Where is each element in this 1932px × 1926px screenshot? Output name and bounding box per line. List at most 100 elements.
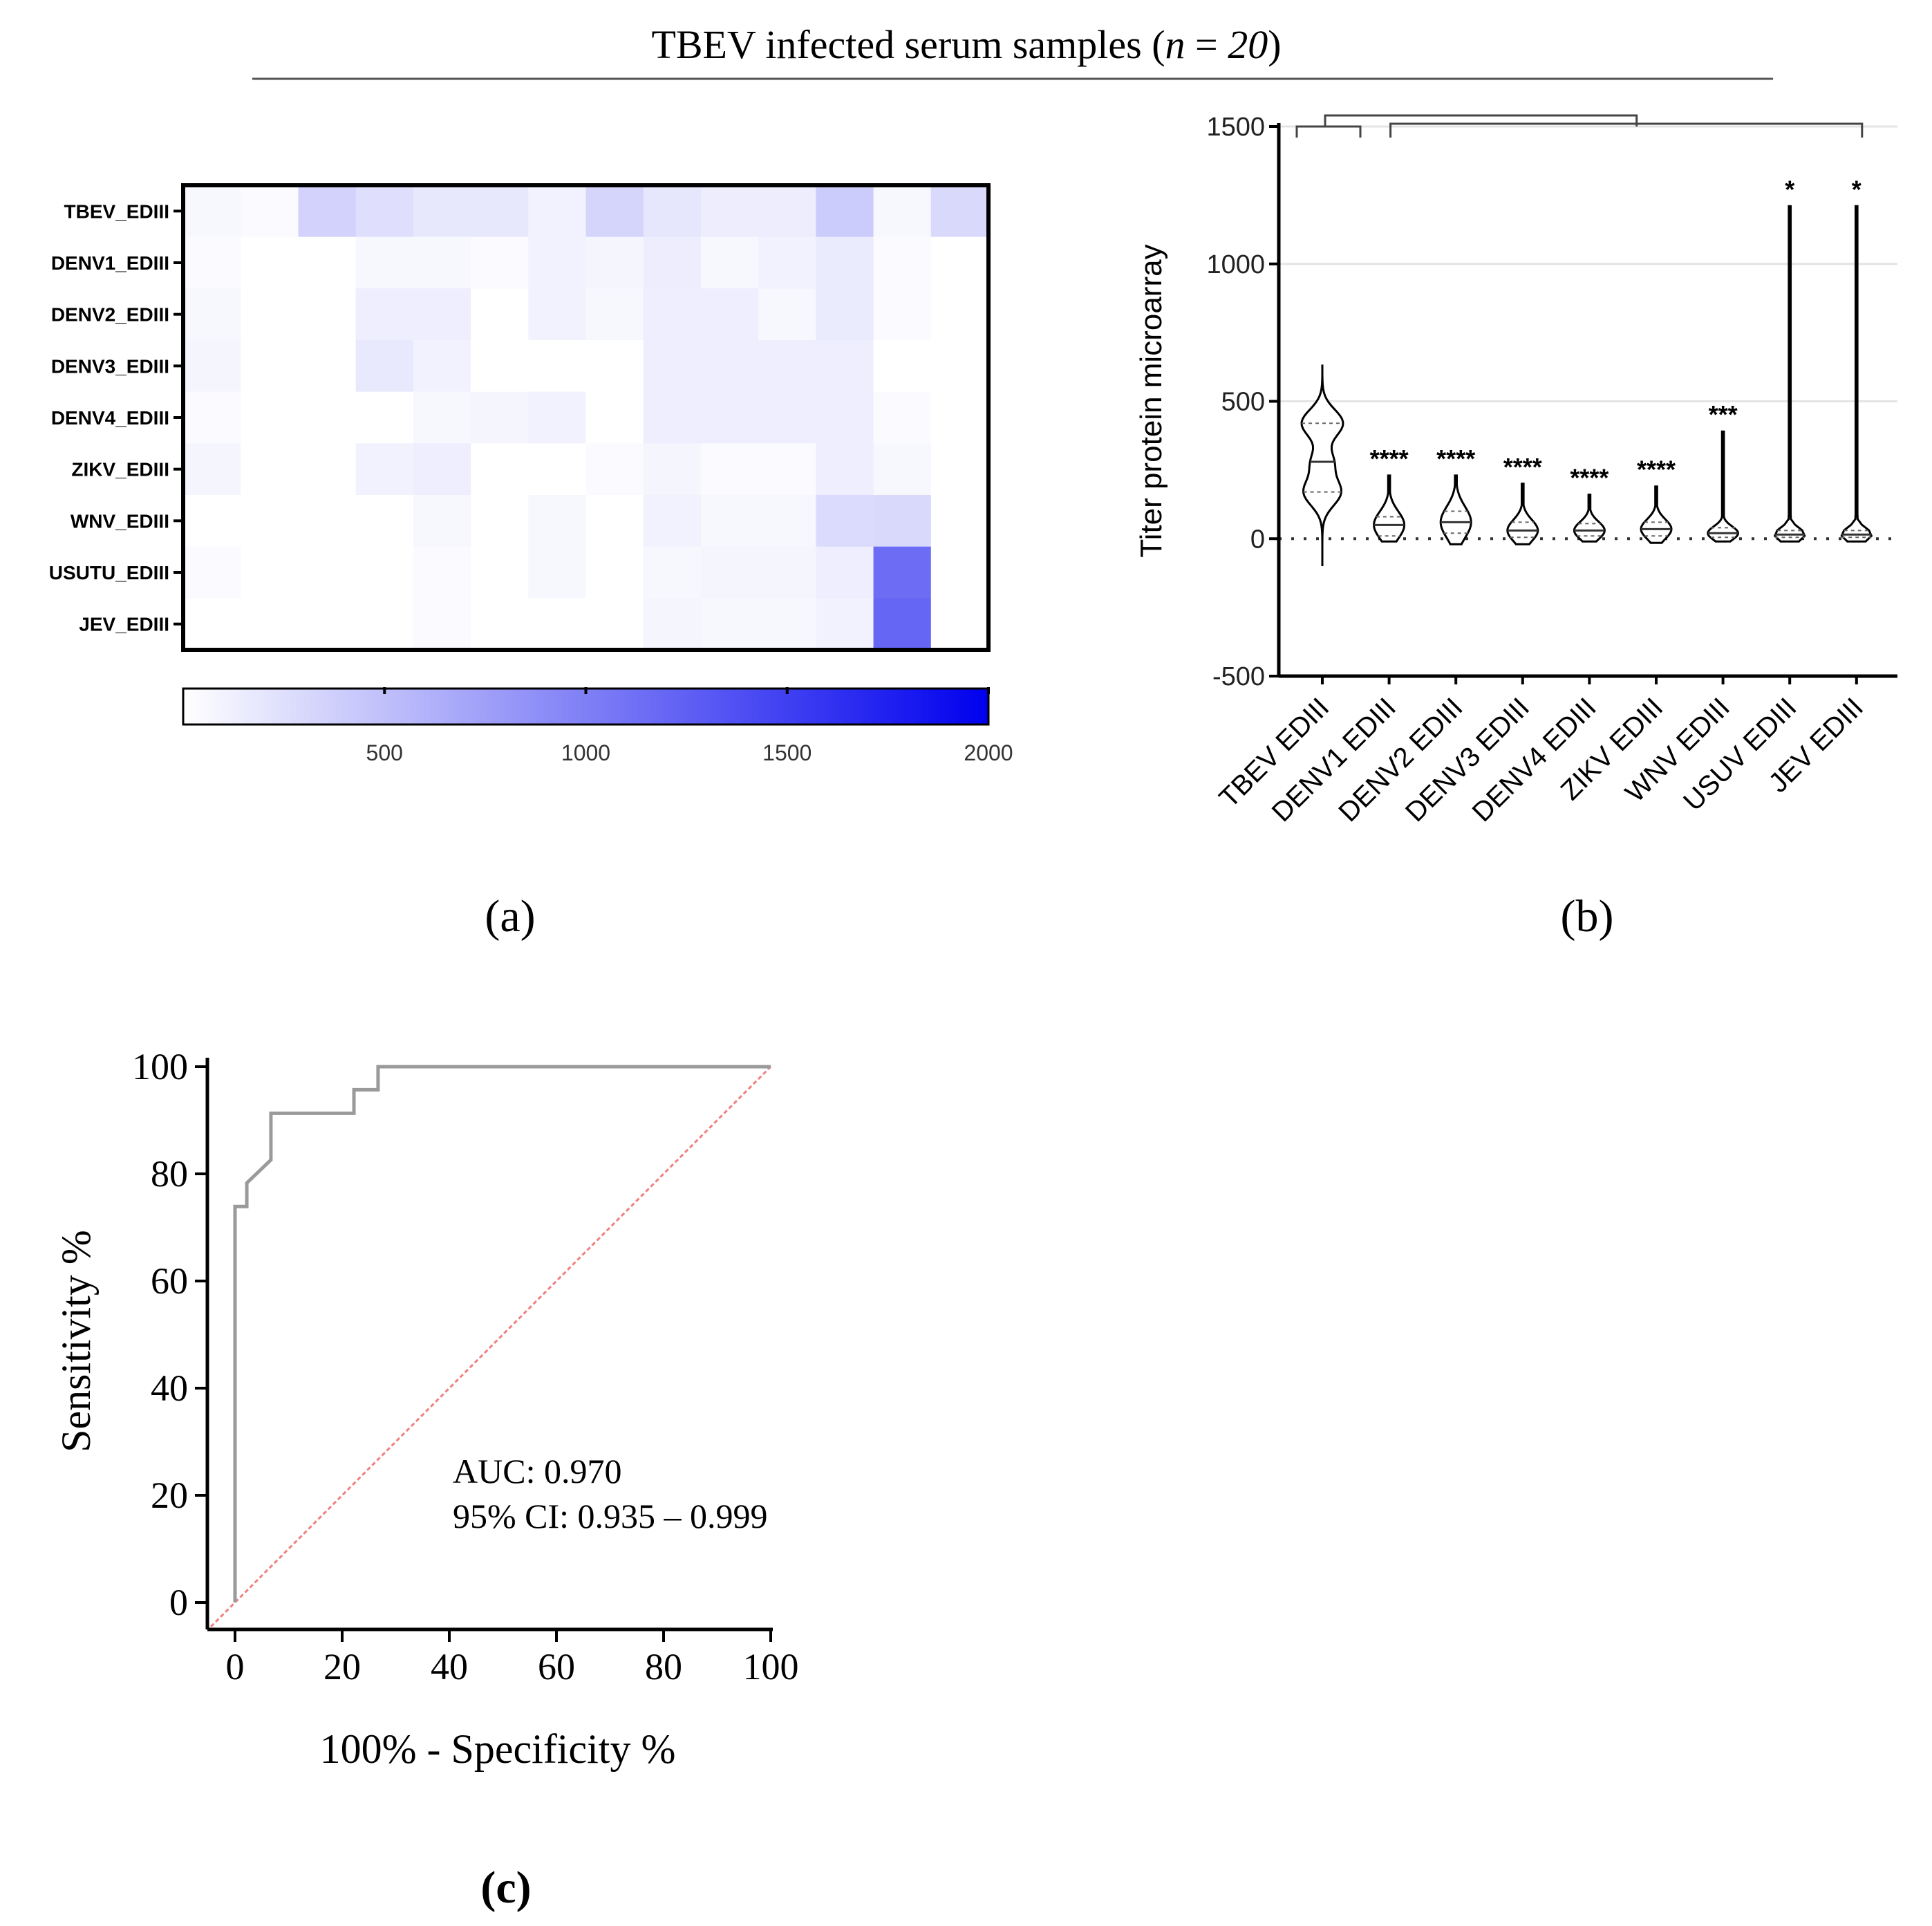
heatmap-cell [413,288,471,341]
roc-panel: 00 20 20 40 40 60 60 80 80 100 100 100% - Specifici… [53,1046,799,1772]
heatmap-cell [355,185,414,238]
heatmap-cell [643,546,702,599]
heatmap-cell [585,495,644,548]
heatmap-cell [298,443,357,496]
colorbar-tick-label: 1000 [561,740,610,765]
heatmap-cell [873,443,932,496]
heatmap-cell [471,443,529,496]
heatmap-cell [585,236,644,289]
heatmap-cell [528,598,586,651]
violin-significance: *** [1709,400,1738,429]
colorbar-bar [182,687,990,726]
heatmap-cell [355,443,414,496]
heatmap-cell [413,391,471,444]
heatmap-cell [241,391,299,444]
colorbar-tick-label: 2000 [964,740,1013,765]
heatmap-cell [930,598,989,651]
heatmap-cell [873,495,932,548]
heatmap-cell [471,495,529,548]
violin-shape [1707,430,1739,543]
panel-a-label: (a) [485,891,535,942]
heatmap-cell [528,443,586,496]
heatmap-cell [528,340,586,393]
heatmap-cell [298,598,357,651]
heatmap-cell [528,546,586,599]
heatmap-cell [758,340,816,393]
violin-panel: -500 0 500 1000 1500 Titer protein microarray… [1134,113,1897,828]
heatmap-cell [643,495,702,548]
heatmap-cell [816,495,874,548]
violin-significance: **** [1570,464,1609,492]
heatmap-cell [298,546,357,599]
violin-ytick-label: 500 [1221,388,1265,417]
heatmap-cell [241,288,299,341]
figure-title: TBEV infected serum samples (n = 20) [651,22,1281,67]
heatmap-cell [758,598,816,651]
heatmap-cell [471,340,529,393]
heatmap-cell [413,185,471,238]
heatmap-colorbar: 500 1000 1500 2000 [182,687,1013,765]
heatmap-cell [816,546,874,599]
heatmap-cell [873,340,932,393]
heatmap-cell [700,288,759,341]
title-eq: = [1185,22,1228,67]
violin-ytick-label: 1000 [1206,250,1265,279]
heatmap-cell [298,288,357,341]
violin-significance: * [1852,175,1861,203]
violin-ytick-label: 1500 [1206,113,1265,142]
heatmap-cell [241,495,299,548]
heatmap-cell [298,391,357,444]
panel-c-label: (c) [480,1862,531,1913]
violin-comparison-bracket [1324,114,1638,127]
heatmap-cell [816,443,874,496]
heatmap-row-label: USUTU_EDIII [49,562,169,583]
title-n: n [1165,22,1185,67]
heatmap-cell [930,546,989,599]
heatmap-cell [700,236,759,289]
roc-ytick-label: 80 [151,1153,188,1195]
heatmap-cell [758,546,816,599]
violin-shape [1373,474,1406,543]
heatmap-cell [241,185,299,238]
heatmap-cell [758,288,816,341]
roc-ytick-label: 100 [132,1046,188,1087]
heatmap-cell [816,236,874,289]
heatmap-cell [413,495,471,548]
heatmap-cell [700,546,759,599]
heatmap-cell [413,598,471,651]
heatmap-cell [873,598,932,651]
heatmap-cell [585,598,644,651]
heatmap-cell [241,598,299,651]
roc-ci-annotation: 95% CI: 0.935 – 0.999 [453,1497,768,1535]
heatmap-cell [643,598,702,651]
violin-ylabel: Titer protein microarray [1134,244,1168,557]
roc-xlabel: 100% - Specificity % [320,1726,676,1772]
heatmap-cell [700,391,759,444]
violin-shape [1506,483,1539,545]
heatmap-cell [643,391,702,444]
heatmap-cell [700,185,759,238]
heatmap-cell [643,340,702,393]
heatmap-cell [183,598,241,651]
violin-significance: * [1785,175,1794,203]
colorbar-tick-label: 1500 [762,740,812,765]
heatmap-cell [471,236,529,289]
title-prefix: TBEV infected serum samples ( [651,22,1165,67]
heatmap-cell [643,185,702,238]
title-num: 20 [1228,22,1268,67]
roc-ylabel: Sensitivity % [53,1230,99,1452]
heatmap-row-label: DENV4_EDIII [51,407,169,429]
heatmap-cell [758,236,816,289]
heatmap-cell [183,546,241,599]
heatmap-row-label: TBEV_EDIII [64,200,169,222]
heatmap-cell [183,340,241,393]
heatmap-cell [873,546,932,599]
heatmap-cell [758,185,816,238]
heatmap-panel: TBEV_EDIII DENV1_EDIII DENV2_EDIII DENV3_ED… [49,183,991,652]
heatmap-row-label: DENV2_EDIII [51,304,169,326]
roc-ytick-label: 60 [151,1260,188,1302]
heatmap-cell [758,495,816,548]
heatmap-cell [528,391,586,444]
heatmap-row-label: WNV_EDIII [71,510,169,532]
roc-reference-line [209,1065,772,1628]
